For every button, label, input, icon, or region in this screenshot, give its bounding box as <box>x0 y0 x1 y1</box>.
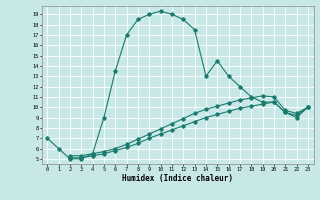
X-axis label: Humidex (Indice chaleur): Humidex (Indice chaleur) <box>122 174 233 183</box>
